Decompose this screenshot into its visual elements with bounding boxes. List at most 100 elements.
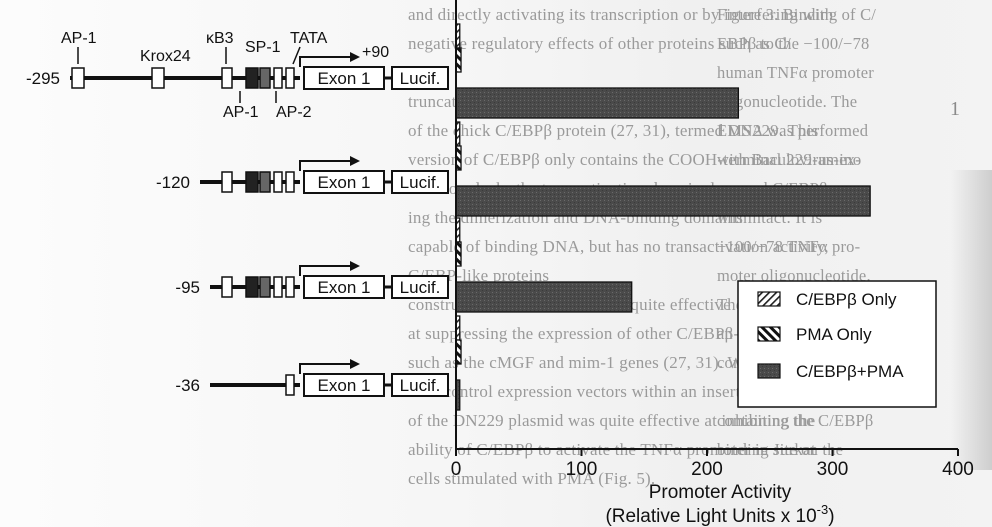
label-plus90: +90 <box>362 44 389 61</box>
promoter-element-box <box>259 276 271 298</box>
background-caption-line: with Baculovirus-ex- <box>717 150 861 169</box>
arrow-head <box>350 156 360 166</box>
background-body-line: such as the cMGF and mim-1 genes (27, 31… <box>408 353 842 372</box>
background-caption-line: EMSA was performed <box>717 121 869 140</box>
transcription-start-arrow <box>299 56 350 67</box>
background-caption-line: oligonucleotide. The <box>717 92 858 111</box>
promoter-element-box <box>221 171 233 193</box>
promoter-element-box <box>273 67 283 89</box>
x-ticks: 0 100 200 300 400 <box>451 449 974 480</box>
x-axis-unit-close: ) <box>828 506 834 527</box>
x-tick-label: 100 <box>566 459 598 480</box>
lucif-box <box>391 275 449 299</box>
lucif-label: Lucif. <box>400 278 441 297</box>
promoter-element-box <box>245 276 259 298</box>
x-tick-label: 0 <box>451 459 462 480</box>
page-edge-fragment: 1 <box>950 98 960 120</box>
promoter-element-box <box>285 374 295 396</box>
label-ap2: AP-2 <box>276 104 312 121</box>
transcription-start-arrow <box>299 363 350 374</box>
background-caption-line: EBPβ to the −100/−78 <box>717 34 870 53</box>
lucif-label: Lucif. <box>400 69 441 88</box>
bar-c-ebp-pma-0 <box>455 87 740 119</box>
construct-feature-labels: AP-1 Krox24 κB3 SP-1 TATA +90 AP-1 AP-2 <box>61 30 389 121</box>
background-caption-line: −100/−78 TNFα pro- <box>717 237 861 256</box>
background-body-line: capable of binding DNA, but has no trans… <box>408 237 829 256</box>
arrow-head <box>350 52 360 62</box>
label-ap1-bottom: AP-1 <box>223 104 259 121</box>
legend-label-pma-only: PMA Only <box>796 325 872 344</box>
background-body-line: cells stimulated with PMA (Fig. 5). <box>408 469 656 488</box>
lucif-label: Lucif. <box>400 376 441 395</box>
label-ap1-top: AP-1 <box>61 30 97 47</box>
x-tick-label: 300 <box>817 459 849 480</box>
promoter-element-box <box>259 67 271 89</box>
legend-label-cebpb-pma: C/EBPβ+PMA <box>796 362 904 381</box>
construct-0: -295 Exon 1 Lucif. <box>26 52 449 90</box>
promoter-element-box <box>151 67 165 89</box>
legend-swatch-pma-only <box>757 326 781 342</box>
background-caption-line: containing the C/EBPβ <box>717 411 874 430</box>
label-krox24: Krox24 <box>140 48 191 65</box>
x-axis-unit-label: (Relative Light Units x 10 <box>605 506 816 527</box>
lucif-box <box>391 66 449 90</box>
promoter-constructs: -295 Exon 1 Lucif. -120 Exon 1 Lucif. -95 Exon … <box>26 52 449 397</box>
construct-label: -120 <box>156 173 190 192</box>
promoter-element-box <box>285 67 295 89</box>
label-kb3: κB3 <box>206 30 234 47</box>
legend-swatch-cebpb-pma <box>757 363 781 379</box>
promoter-element-box <box>285 171 295 193</box>
promoter-element-box <box>245 171 259 193</box>
construct-1: -120 Exon 1 Lucif. <box>156 156 449 194</box>
bar-c-ebp-pma-1 <box>455 185 871 217</box>
promoter-element-box <box>273 276 283 298</box>
x-axis: 0 100 200 300 400 Promoter Activity (Relativ… <box>451 0 974 527</box>
background-body-line: with control expression vectors within a… <box>408 382 845 401</box>
lucif-box <box>391 170 449 194</box>
construct-label: -36 <box>175 376 200 395</box>
page-edge-shadow <box>950 170 992 470</box>
exon1-label: Exon 1 <box>318 278 371 297</box>
promoter-element-box <box>221 67 233 89</box>
background-body-line: version of C/EBPβ only contains the COOH… <box>408 150 862 169</box>
construct-3: -36 Exon 1 Lucif. <box>175 359 449 397</box>
x-axis-unit-exponent: -3 <box>817 502 829 517</box>
x-axis-title: Promoter Activity <box>649 482 792 503</box>
label-tata: TATA <box>290 30 328 47</box>
transcription-start-arrow <box>299 160 350 171</box>
construct-label: -95 <box>175 278 200 297</box>
x-axis-subtitle: (Relative Light Units x 10-3) <box>605 502 834 527</box>
promoter-element-box <box>273 171 283 193</box>
bar-c-ebp-pma-2 <box>455 281 633 313</box>
x-tick-label: 200 <box>691 459 723 480</box>
background-body-line: negative regulatory effects of other pro… <box>408 34 791 53</box>
exon1-label: Exon 1 <box>318 173 371 192</box>
legend-label-cebpb-only: C/EBPβ Only <box>796 290 897 309</box>
x-tick-label: 400 <box>942 459 974 480</box>
background-body-line: of the chick C/EBPβ protein (27, 31), te… <box>408 121 819 140</box>
legend: C/EBPβ Only PMA Only C/EBPβ+PMA <box>737 280 937 408</box>
promoter-element-box <box>285 276 295 298</box>
background-body-line: and directly activating its transcriptio… <box>408 5 834 24</box>
promoter-element-box <box>245 67 259 89</box>
promoter-element-box <box>221 276 233 298</box>
background-caption-line: Figure 3. Binding of C/ <box>717 5 877 24</box>
label-sp1: SP-1 <box>245 39 281 56</box>
lucif-box <box>391 373 449 397</box>
arrow-head <box>350 359 360 369</box>
exon1-label: Exon 1 <box>318 376 371 395</box>
transcription-start-arrow <box>299 265 350 276</box>
background-caption-line: human TNFα promoter <box>717 63 874 82</box>
tata-pointer <box>292 46 301 65</box>
exon1-label: Exon 1 <box>318 69 371 88</box>
legend-swatch-cebpb-only <box>757 291 781 307</box>
lucif-label: Lucif. <box>400 173 441 192</box>
arrow-head <box>350 261 360 271</box>
construct-label: -295 <box>26 69 60 88</box>
bar-series <box>455 23 871 411</box>
construct-2: -95 Exon 1 Lucif. <box>175 261 449 299</box>
background-body-line: of the DN229 plasmid was quite effective… <box>408 411 816 430</box>
promoter-element-box <box>71 67 85 89</box>
promoter-element-box <box>259 171 271 193</box>
